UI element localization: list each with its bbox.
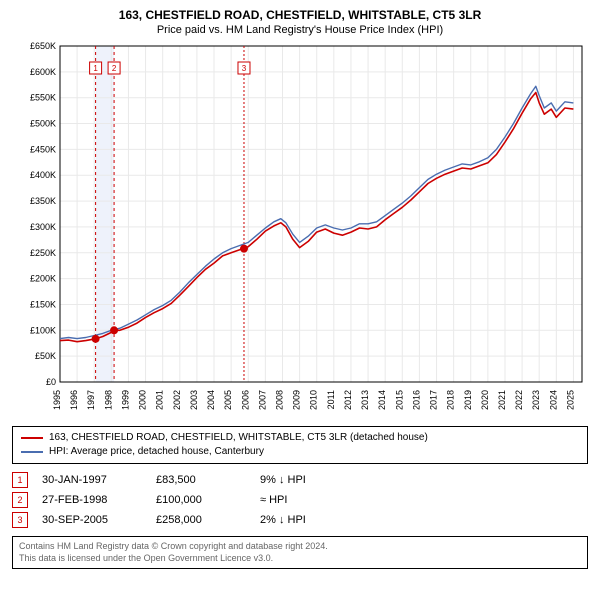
title-address: 163, CHESTFIELD ROAD, CHESTFIELD, WHITST… xyxy=(12,8,588,22)
svg-text:2006: 2006 xyxy=(240,390,250,410)
legend-label: HPI: Average price, detached house, Cant… xyxy=(49,445,264,459)
svg-text:2011: 2011 xyxy=(326,390,336,409)
svg-text:1998: 1998 xyxy=(103,390,113,410)
svg-text:£200K: £200K xyxy=(30,274,56,284)
svg-text:£500K: £500K xyxy=(30,119,56,129)
svg-text:1996: 1996 xyxy=(69,390,79,410)
chart-area: £0 £50K £100K £150K £200K £250K £300K £350K £400… xyxy=(12,40,588,420)
transaction-relative: 2% ↓ HPI xyxy=(260,514,390,526)
svg-text:2007: 2007 xyxy=(257,390,267,410)
svg-text:2015: 2015 xyxy=(394,390,404,410)
svg-text:£400K: £400K xyxy=(30,170,56,180)
title-block: 163, CHESTFIELD ROAD, CHESTFIELD, WHITST… xyxy=(12,8,588,36)
svg-text:2014: 2014 xyxy=(377,390,387,410)
svg-text:2008: 2008 xyxy=(274,390,284,410)
transaction-price: £258,000 xyxy=(156,514,246,526)
transaction-price: £83,500 xyxy=(156,474,246,486)
svg-text:£450K: £450K xyxy=(30,144,56,154)
title-subtitle: Price paid vs. HM Land Registry's House … xyxy=(12,24,588,36)
svg-text:1999: 1999 xyxy=(120,390,130,410)
svg-text:£50K: £50K xyxy=(35,351,56,361)
legend-item-hpi: HPI: Average price, detached house, Cant… xyxy=(21,445,579,459)
svg-text:2017: 2017 xyxy=(429,390,439,410)
legend-item-property: 163, CHESTFIELD ROAD, CHESTFIELD, WHITST… xyxy=(21,431,579,445)
svg-text:3: 3 xyxy=(242,64,247,73)
legend-label: 163, CHESTFIELD ROAD, CHESTFIELD, WHITST… xyxy=(49,431,428,445)
transaction-list: 1 30-JAN-1997 £83,500 9% ↓ HPI 2 27-FEB-… xyxy=(12,472,588,528)
transaction-price: £100,000 xyxy=(156,494,246,506)
legend-swatch xyxy=(21,451,43,453)
svg-text:£150K: £150K xyxy=(30,299,56,309)
transaction-number: 1 xyxy=(17,475,22,485)
transaction-badge: 2 xyxy=(12,492,28,508)
svg-text:2016: 2016 xyxy=(411,390,421,410)
svg-text:2023: 2023 xyxy=(531,390,541,410)
transaction-row: 1 30-JAN-1997 £83,500 9% ↓ HPI xyxy=(12,472,588,488)
svg-text:1995: 1995 xyxy=(52,390,62,410)
svg-text:2004: 2004 xyxy=(206,390,216,410)
transaction-relative: ≈ HPI xyxy=(260,494,390,506)
svg-text:2: 2 xyxy=(112,64,117,73)
svg-text:2021: 2021 xyxy=(497,390,507,410)
svg-text:2000: 2000 xyxy=(138,390,148,410)
svg-text:£250K: £250K xyxy=(30,248,56,258)
svg-text:1997: 1997 xyxy=(86,390,96,410)
svg-text:£0: £0 xyxy=(46,377,56,387)
svg-text:2002: 2002 xyxy=(172,390,182,410)
svg-text:2010: 2010 xyxy=(309,390,319,410)
transaction-date: 27-FEB-1998 xyxy=(42,494,142,506)
svg-text:2005: 2005 xyxy=(223,390,233,410)
transaction-row: 3 30-SEP-2005 £258,000 2% ↓ HPI xyxy=(12,512,588,528)
svg-text:2025: 2025 xyxy=(565,390,575,410)
footer-line: Contains HM Land Registry data © Crown c… xyxy=(19,541,581,553)
svg-text:2009: 2009 xyxy=(292,390,302,410)
svg-text:£550K: £550K xyxy=(30,93,56,103)
transaction-date: 30-SEP-2005 xyxy=(42,514,142,526)
svg-text:2024: 2024 xyxy=(548,390,558,410)
transaction-date: 30-JAN-1997 xyxy=(42,474,142,486)
line-chart-svg: £0 £50K £100K £150K £200K £250K £300K £350K £400… xyxy=(12,40,588,420)
transaction-badge: 1 xyxy=(12,472,28,488)
svg-text:£100K: £100K xyxy=(30,325,56,335)
transaction-row: 2 27-FEB-1998 £100,000 ≈ HPI xyxy=(12,492,588,508)
transaction-number: 2 xyxy=(17,495,22,505)
svg-text:2001: 2001 xyxy=(155,390,165,410)
svg-text:2022: 2022 xyxy=(514,390,524,410)
transaction-number: 3 xyxy=(17,515,22,525)
svg-text:2018: 2018 xyxy=(446,390,456,410)
transaction-badge: 3 xyxy=(12,512,28,528)
footer-line: This data is licensed under the Open Gov… xyxy=(19,553,581,565)
svg-text:2020: 2020 xyxy=(480,390,490,410)
svg-text:£600K: £600K xyxy=(30,67,56,77)
legend-swatch xyxy=(21,437,43,439)
svg-text:2019: 2019 xyxy=(463,390,473,410)
footer-attribution: Contains HM Land Registry data © Crown c… xyxy=(12,536,588,569)
svg-text:2013: 2013 xyxy=(360,390,370,410)
svg-text:£650K: £650K xyxy=(30,41,56,51)
svg-text:2012: 2012 xyxy=(343,390,353,410)
svg-text:1: 1 xyxy=(93,64,98,73)
svg-text:2003: 2003 xyxy=(189,390,199,410)
transaction-relative: 9% ↓ HPI xyxy=(260,474,390,486)
svg-text:£300K: £300K xyxy=(30,222,56,232)
chart-container: 163, CHESTFIELD ROAD, CHESTFIELD, WHITST… xyxy=(0,0,600,590)
legend-box: 163, CHESTFIELD ROAD, CHESTFIELD, WHITST… xyxy=(12,426,588,464)
svg-text:£350K: £350K xyxy=(30,196,56,206)
